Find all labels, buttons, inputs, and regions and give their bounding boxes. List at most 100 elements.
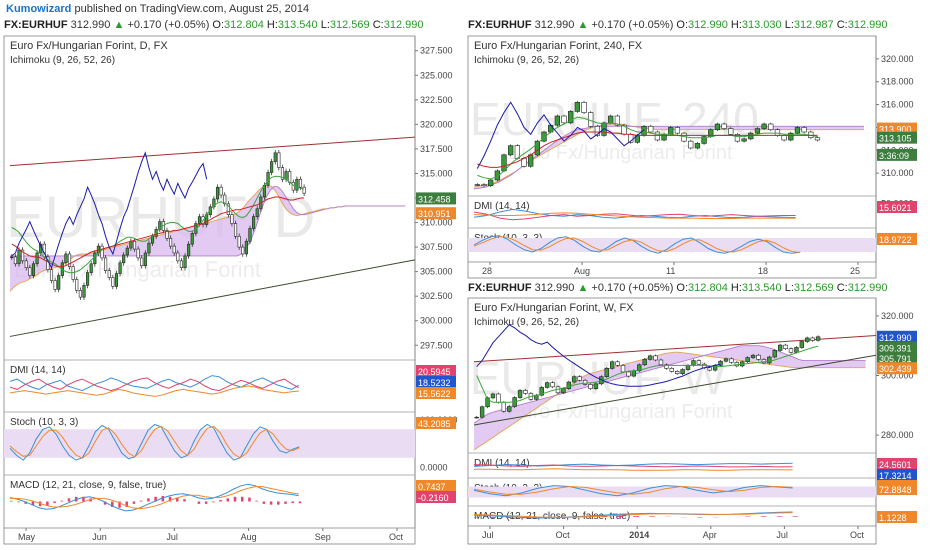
open-value: 312.990 [688, 19, 728, 31]
price-tag-bg [877, 122, 917, 135]
close-value: 312.990 [383, 19, 424, 31]
y-tick-label: 317.500 [420, 144, 453, 154]
low-label: L: [784, 282, 794, 294]
candle-body [761, 123, 767, 129]
candle-body [581, 101, 587, 113]
macd-histogram-bar [147, 498, 150, 502]
symbol: FX:EURHUF [468, 19, 532, 31]
candle-body [799, 341, 805, 348]
candle-body [13, 256, 17, 265]
stoch-band [4, 429, 415, 458]
candle-body [507, 406, 512, 412]
candle-body [544, 382, 550, 388]
senkou-span-a [473, 351, 866, 451]
tenkan-line [11, 175, 305, 274]
header: Kumowizard published on TradingView.com,… [0, 0, 932, 36]
y-tick-label: 300.000 [881, 371, 914, 381]
candle-body [568, 111, 574, 124]
chart-title: Euro Fx/Hungarian Forint, D, FX [10, 40, 168, 52]
candle-body [252, 216, 256, 229]
author-link[interactable]: Kumowizard [6, 3, 72, 15]
candle-body [688, 140, 694, 149]
macd-histogram-bar [255, 500, 258, 502]
pane-value-tag: 1.1228 [879, 513, 907, 523]
candle-body [31, 263, 36, 276]
minus-di-line [9, 377, 299, 392]
price-tag: 310.951 [418, 209, 451, 219]
candle-body [190, 233, 194, 245]
macd-histogram-bar [67, 498, 71, 502]
macd-histogram-bar [633, 516, 639, 517]
quote-line-240: FX:EURHUF 312.990 ▲ +0.170 (+0.05%) O:31… [468, 19, 887, 31]
macd-histogram-bar [219, 499, 222, 502]
candle-body [67, 253, 72, 268]
pane-value-tag-bg [416, 387, 456, 399]
quote-line-weekly: FX:EURHUF 312.990 ▲ +0.170 (+0.05%) O:31… [468, 282, 887, 294]
candle-body [107, 270, 111, 278]
candle-body [75, 279, 79, 291]
candle-body [248, 228, 252, 242]
pane-value-tag: 0.7437 [418, 482, 446, 492]
price-tag: 312.990 [879, 333, 912, 343]
x-tick-label: Oct [556, 530, 571, 540]
candle-body [574, 101, 581, 112]
candle-body [648, 125, 654, 133]
chikou-line [476, 324, 721, 387]
y-tick-label: 310.000 [420, 218, 453, 228]
senkou-span-b [10, 185, 406, 257]
watermark: EURHUF, 240 [470, 93, 759, 145]
candle-body [64, 253, 68, 264]
x-tick-label: Oct [850, 530, 865, 540]
minus-di-line [473, 211, 796, 221]
pane-value-tag-bg [877, 201, 917, 213]
candle-body [626, 371, 631, 377]
macd-histogram-bar [277, 501, 280, 505]
adx-line [9, 385, 299, 397]
pane-value-tag: -0.2160 [418, 493, 449, 503]
pane-value-tag-bg [416, 491, 456, 503]
candle-body [577, 376, 582, 381]
candle-body [801, 127, 807, 133]
candle-body [158, 221, 162, 230]
price-tag-bg [416, 207, 456, 220]
pane-value-tag: 20.5945 [418, 367, 451, 377]
y-tick-label: 280.000 [881, 430, 914, 440]
candle-body [734, 133, 741, 142]
signal-line [10, 486, 299, 510]
watermark-sub: Euro Fx/Hungarian Forint [508, 142, 733, 164]
pane-label: DMI (14, 14) [10, 365, 66, 376]
candle-body [723, 358, 729, 362]
macd-histogram-bar [226, 498, 230, 502]
candle-body [788, 132, 794, 141]
macd-histogram-bar [82, 496, 85, 502]
macd-histogram-bar [649, 516, 655, 517]
macd-histogram-bar [617, 516, 623, 517]
candle-body [298, 179, 303, 188]
y-tick-label: 302.500 [420, 291, 453, 301]
pane-value-tag: 17.3214 [879, 471, 912, 481]
pane-label: DMI (14, 14) [474, 458, 530, 469]
open-label: O: [212, 19, 225, 31]
price-tag: 309.391 [879, 344, 912, 354]
x-tick-label: 2014 [629, 530, 649, 540]
candle-body [805, 337, 810, 342]
pane-value-tag: 18.5232 [418, 378, 451, 388]
candle-body [810, 337, 815, 341]
candle-body [534, 140, 540, 156]
x-tick-label: 25 [850, 266, 860, 276]
symbol: FX:EURHUF [468, 282, 532, 294]
candle-body [745, 357, 750, 363]
candle-body [183, 255, 187, 269]
candle-body [774, 129, 781, 136]
indicator-label: Ichimoku (9, 26, 52, 26) [10, 55, 115, 66]
close-label: C: [836, 19, 848, 31]
y-tick-label: 327.500 [420, 46, 453, 56]
indicator-label: Ichimoku (9, 26, 52, 26) [474, 317, 579, 328]
symbol: FX:EURHUF [4, 19, 68, 31]
candle-body [588, 112, 594, 127]
candle-body [273, 152, 277, 162]
stoch-k-line [473, 485, 793, 497]
candle-body [718, 360, 723, 366]
candle-body [772, 350, 777, 358]
up-arrow-icon: ▲ [577, 282, 589, 294]
